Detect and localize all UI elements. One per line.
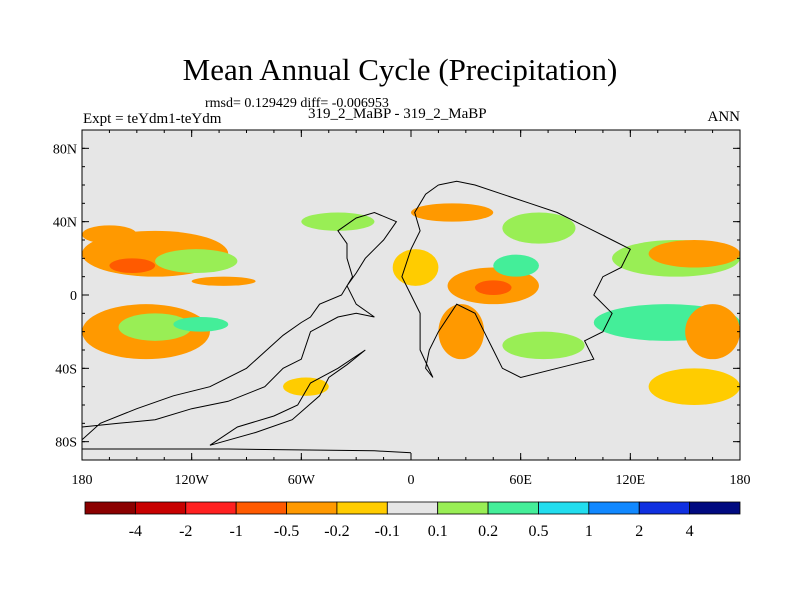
anomaly-central-pacific-core — [109, 258, 156, 273]
season-label: ANN — [707, 109, 741, 125]
anomaly-mid-pacific-strip — [191, 276, 256, 286]
colorbar-label: 0.2 — [478, 523, 498, 540]
x-tick-label: 180 — [730, 473, 751, 488]
anomaly-west-pacific-orange — [648, 240, 740, 268]
colorbar-label: 0.1 — [428, 523, 448, 540]
anomaly-south-pacific-green — [118, 313, 192, 341]
anomaly-south-atlantic-patch — [283, 377, 329, 396]
y-tick-label: 80S — [55, 436, 77, 451]
y-tick-label: 40N — [53, 216, 77, 231]
coastline-south-america — [209, 349, 366, 446]
anomaly-asia-north-patch — [502, 212, 576, 244]
colorbar-label: 0.5 — [528, 523, 548, 540]
coastline-africa-eurasia — [401, 180, 631, 379]
stats-label: rmsd= 0.129429 diff= -0.006953 — [205, 96, 389, 111]
coastline-antarctic-edge — [82, 448, 412, 454]
x-tick-label: 120W — [175, 473, 210, 488]
colorbar-box — [689, 501, 741, 515]
anomaly-arabian-green — [493, 254, 539, 277]
anomaly-north-africa-patch — [392, 249, 439, 286]
x-tick-label: 120E — [616, 473, 646, 488]
y-tick-label: 0 — [70, 289, 77, 304]
anomaly-australia-south — [648, 368, 740, 405]
anomaly-central-pacific-green — [155, 249, 238, 273]
anomaly-south-pacific-cyan — [173, 317, 229, 332]
colorbar-label: -0.5 — [274, 523, 299, 540]
colorbar-box — [538, 501, 590, 515]
anomaly-west-pacific-south-orange — [685, 304, 740, 360]
experiment-label: Expt = teYdm1-teYdm — [83, 111, 222, 127]
colorbar-box — [235, 501, 287, 515]
colorbar-box — [638, 501, 691, 515]
anomaly-west-africa-south — [438, 304, 485, 360]
colorbar-label: 2 — [635, 523, 643, 540]
y-tick-label: 40S — [55, 362, 77, 377]
x-tick-label: 0 — [408, 473, 415, 488]
chart-title: Mean Annual Cycle (Precipitation) — [182, 52, 618, 87]
colorbar-box — [286, 501, 338, 515]
colorbar-box — [487, 501, 539, 515]
anomaly-europe-patch — [411, 203, 494, 222]
coastline-north-america — [82, 211, 398, 441]
colorbar-box — [134, 501, 187, 515]
colorbar-box — [588, 501, 640, 515]
colorbar-label: -0.1 — [375, 523, 400, 540]
colorbar-label: -0.2 — [324, 523, 349, 540]
colorbar-box — [386, 501, 439, 515]
case-label: 319_2_MaBP - 319_2_MaBP — [308, 106, 487, 122]
colorbar-box — [437, 501, 489, 515]
colorbar-label: -1 — [229, 523, 242, 540]
colorbar-box — [336, 501, 388, 515]
x-tick-label: 180 — [72, 473, 93, 488]
anomaly-north-atlantic — [301, 212, 375, 231]
y-tick-label: 80N — [53, 142, 77, 157]
colorbar-label: 1 — [585, 523, 593, 540]
anomaly-africa-core — [474, 280, 512, 295]
colorbar-box — [84, 501, 136, 515]
anomaly-indian-ocean-green — [502, 331, 585, 360]
colorbar-label: -2 — [179, 523, 192, 540]
x-tick-label: 60W — [288, 473, 316, 488]
colorbar-box — [185, 501, 237, 515]
anomaly-north-pacific-patch — [82, 225, 137, 244]
colorbar-label: -4 — [129, 523, 142, 540]
x-tick-label: 60E — [509, 473, 532, 488]
colorbar-label: 4 — [686, 523, 694, 540]
